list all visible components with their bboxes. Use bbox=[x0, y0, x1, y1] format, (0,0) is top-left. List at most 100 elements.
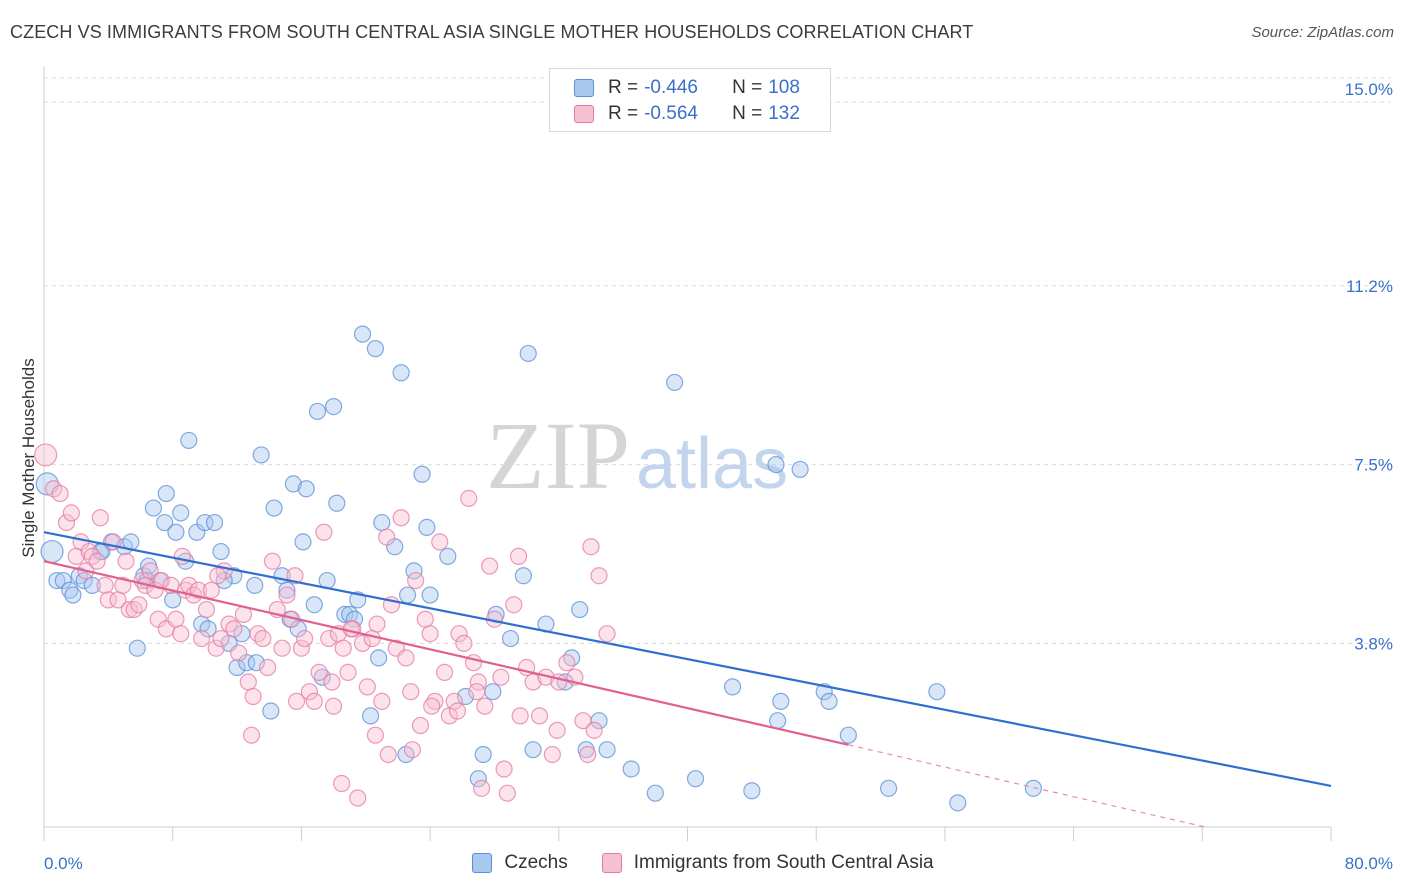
czechs-point bbox=[144, 499, 162, 517]
bottom-legend: Czechs Immigrants from South Central Asi… bbox=[0, 852, 1406, 874]
watermark-zip: ZIP bbox=[486, 402, 630, 509]
immigrants-point bbox=[590, 567, 608, 585]
czechs-point bbox=[61, 581, 79, 599]
immigrants-point bbox=[379, 745, 397, 764]
immigrants-point bbox=[225, 620, 243, 638]
immigrants-point bbox=[524, 673, 542, 691]
czechs-point bbox=[212, 542, 230, 561]
czechs-point bbox=[40, 539, 64, 564]
grid-layer bbox=[44, 77, 1391, 644]
czechs-point bbox=[598, 741, 616, 759]
immigrants-point bbox=[287, 692, 306, 710]
immigrants-point bbox=[88, 552, 106, 570]
legend-n-label: N = bbox=[732, 103, 763, 124]
immigrants-point bbox=[334, 639, 352, 657]
czechs-point bbox=[262, 702, 280, 720]
czechs-point bbox=[839, 726, 857, 744]
immigrants-point bbox=[259, 658, 277, 677]
y-tick-label: 7.5% bbox=[1354, 456, 1393, 475]
czechs-point bbox=[820, 692, 838, 710]
immigrants-point bbox=[416, 610, 434, 628]
immigrants-point bbox=[407, 571, 425, 590]
czechs-point bbox=[336, 605, 354, 623]
immigrants-point bbox=[173, 547, 191, 565]
czechs-point bbox=[524, 741, 542, 759]
legend-box: R = -0.446 N = 108 R = -0.564 N = 132 bbox=[549, 68, 831, 132]
immigrants-point bbox=[220, 615, 238, 633]
immigrants-point bbox=[125, 600, 143, 619]
immigrants-point bbox=[114, 576, 132, 594]
immigrants-point bbox=[472, 779, 491, 797]
czechs-point bbox=[370, 649, 388, 667]
bottom-legend-swatch-czechs bbox=[472, 853, 493, 873]
immigrants-point bbox=[505, 596, 523, 614]
chart-title: CZECH VS IMMIGRANTS FROM SOUTH CENTRAL A… bbox=[10, 22, 974, 42]
czechs-point bbox=[228, 658, 246, 677]
immigrants-point bbox=[212, 629, 230, 648]
source-label: Source: ZipAtlas.com bbox=[1251, 24, 1394, 41]
czechs-point bbox=[246, 576, 264, 594]
czechs-point bbox=[278, 581, 296, 599]
y-tick-label: 11.2% bbox=[1346, 277, 1393, 296]
czechs-point bbox=[666, 373, 684, 392]
czechs-point bbox=[514, 567, 533, 585]
immigrants-point bbox=[509, 547, 528, 565]
czechs-point bbox=[519, 344, 537, 363]
legend-r-value: -0.564 bbox=[644, 103, 698, 124]
immigrants-point bbox=[239, 673, 257, 691]
immigrants-point bbox=[117, 552, 135, 570]
czechs-point bbox=[284, 475, 302, 493]
immigrants-point bbox=[130, 596, 148, 614]
bottom-legend-swatch-immigrants bbox=[601, 853, 622, 873]
czechs-point bbox=[247, 654, 265, 672]
immigrants-point bbox=[373, 692, 391, 710]
legend-n-label: N = bbox=[732, 77, 763, 98]
immigrants-point bbox=[368, 615, 386, 633]
czechs-point bbox=[64, 586, 82, 604]
immigrants-point bbox=[323, 673, 341, 691]
czechs-point bbox=[305, 596, 323, 614]
czechs-point bbox=[54, 571, 72, 590]
immigrants-point bbox=[286, 567, 304, 585]
legend-swatch-immigrants bbox=[574, 105, 594, 123]
immigrants-point bbox=[62, 504, 80, 522]
czechs-point bbox=[686, 770, 705, 788]
czechs-point bbox=[196, 513, 214, 532]
immigrants-point bbox=[468, 683, 486, 701]
czechs-point bbox=[743, 782, 761, 800]
immigrants-point bbox=[120, 600, 138, 619]
legend-r-value: -0.446 bbox=[644, 77, 698, 98]
bottom-legend-immigrants: Immigrants from South Central Asia bbox=[601, 852, 934, 874]
immigrants-point bbox=[431, 533, 449, 551]
immigrants-point bbox=[392, 509, 410, 527]
immigrants-point bbox=[339, 663, 357, 681]
immigrants-point bbox=[292, 639, 310, 657]
bottom-legend-label: Immigrants from South Central Asia bbox=[633, 852, 934, 873]
immigrants-point bbox=[574, 712, 592, 730]
immigrants-point bbox=[481, 557, 499, 575]
x-tick-label: 80.0% bbox=[1345, 854, 1393, 873]
immigrants-point bbox=[254, 629, 272, 648]
czechs-point bbox=[646, 784, 664, 802]
czechs-point bbox=[294, 533, 312, 551]
immigrants-point bbox=[99, 591, 117, 609]
czechs-point bbox=[308, 402, 327, 421]
immigrants-point bbox=[579, 745, 597, 764]
czechs-point bbox=[767, 455, 785, 474]
czechs-point bbox=[128, 639, 146, 657]
immigrants-point bbox=[207, 639, 225, 657]
immigrants-point bbox=[411, 716, 430, 735]
immigrants-point bbox=[403, 741, 422, 759]
czechs-point bbox=[353, 325, 372, 343]
czechs-point bbox=[563, 649, 581, 667]
immigrants-point bbox=[300, 683, 319, 701]
immigrants-point bbox=[172, 625, 190, 643]
immigrants-point bbox=[558, 654, 576, 672]
legend-n-value: 132 bbox=[768, 103, 800, 124]
immigrants-point bbox=[450, 625, 468, 643]
czechs-point bbox=[83, 576, 101, 594]
immigrants-point bbox=[197, 600, 216, 619]
bottom-legend-czechs: Czechs bbox=[472, 852, 568, 874]
immigrants-point bbox=[296, 629, 314, 648]
